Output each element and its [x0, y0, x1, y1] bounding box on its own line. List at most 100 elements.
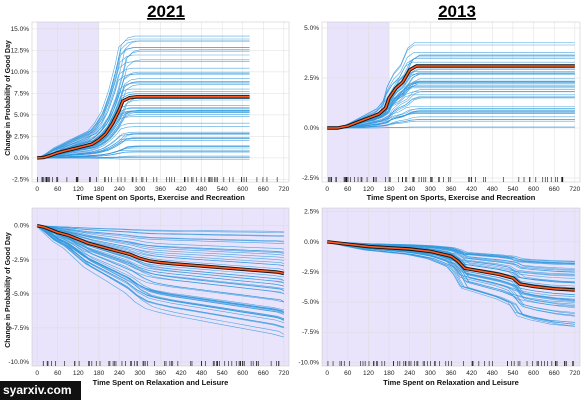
- rug-marks: [327, 361, 574, 366]
- x-tick-label: 300: [425, 370, 436, 377]
- x-tick-label: 300: [135, 370, 146, 377]
- ice-curve: [37, 225, 285, 292]
- y-tick-label: 0.0%: [304, 239, 319, 246]
- ice-curve: [37, 225, 285, 267]
- x-tick-label: 660: [549, 186, 560, 193]
- ice-curve: [37, 225, 285, 303]
- ice-curve: [37, 225, 284, 291]
- y-tick-label: 0.0%: [14, 155, 29, 162]
- x-tick-label: 720: [569, 186, 580, 193]
- x-tick-label: 420: [176, 186, 187, 193]
- x-tick-label: 180: [93, 370, 104, 377]
- x-tick-label: 60: [344, 186, 352, 193]
- y-tick-label: 10.0%: [11, 69, 30, 76]
- x-tick-label: 480: [196, 370, 207, 377]
- y-tick-label: -5.0%: [302, 299, 319, 306]
- rug-marks: [37, 177, 278, 182]
- ice-curve: [37, 38, 250, 159]
- rug-marks: [42, 361, 280, 366]
- x-tick-label: 420: [466, 370, 477, 377]
- x-tick-label: 600: [237, 370, 248, 377]
- x-tick-label: 60: [54, 186, 62, 193]
- y-tick-label: -10.0%: [8, 359, 29, 366]
- ice-curve: [37, 225, 285, 335]
- ice-curve: [37, 225, 284, 243]
- ice-curve: [37, 40, 250, 159]
- x-axis-label: Time Spent on Relaxation and Leisure: [93, 378, 229, 387]
- x-tick-label: 120: [73, 186, 84, 193]
- chart-panel-2013-sports: 0 60 120 180 240 300 360 420 480 540 600 660 720 5.0%…: [302, 21, 581, 202]
- pdp-line: [37, 96, 250, 159]
- pdp-line: [327, 241, 575, 291]
- x-tick-label: 540: [507, 186, 518, 193]
- ice-curve: [37, 131, 250, 159]
- x-tick-label: 0: [35, 186, 39, 193]
- chart-panel-2021-leisure: 0 60 120 180 240 300 360 420 480 540 600 660 720 0.0%…: [8, 207, 290, 387]
- x-tick-label: 660: [549, 370, 560, 377]
- ice-curve: [327, 241, 575, 265]
- y-tick-label: 15.0%: [11, 26, 30, 33]
- x-tick-label: 120: [363, 186, 374, 193]
- ice-curve: [327, 241, 575, 327]
- ice-curve: [327, 112, 575, 129]
- y-tick-label: 5.0%: [304, 25, 319, 32]
- x-tick-label: 0: [325, 186, 329, 193]
- ice-curve: [36, 225, 284, 328]
- y-tick-label: 5.0%: [14, 112, 29, 119]
- plot-frame: [321, 207, 581, 367]
- y-tick-label: -5.0%: [12, 291, 29, 298]
- ice-curve: [327, 97, 575, 129]
- x-tick-label: 600: [237, 186, 248, 193]
- ice-curve: [327, 89, 575, 129]
- x-tick-label: 300: [425, 186, 436, 193]
- x-tick-label: 180: [93, 186, 104, 193]
- shaded-region: [327, 22, 390, 182]
- y-tick-label: -2.5%: [302, 269, 319, 276]
- ice-curve: [37, 225, 284, 254]
- ice-curve: [37, 225, 284, 232]
- plot-frame: [321, 21, 581, 183]
- y-tick-label: -7.5%: [302, 329, 319, 336]
- x-tick-label: 480: [196, 186, 207, 193]
- ice-curve: [37, 146, 250, 159]
- y-tick-label: 2.5%: [14, 133, 29, 140]
- x-tick-label: 360: [446, 186, 457, 193]
- x-tick-label: 0: [35, 370, 39, 377]
- x-tick-label: 480: [487, 370, 498, 377]
- y-tick-label: -10.0%: [298, 359, 319, 366]
- ice-curve: [37, 225, 285, 264]
- x-tick-label: 660: [258, 186, 269, 193]
- ice-curve: [327, 241, 575, 273]
- ice-curve: [327, 119, 575, 129]
- y-tick-label: -2.5%: [12, 257, 29, 264]
- y-tick-label: 2.5%: [304, 209, 319, 216]
- x-tick-label: 480: [487, 186, 498, 193]
- ice-curve: [36, 225, 284, 323]
- ice-curve: [37, 225, 284, 253]
- x-tick-label: 600: [528, 370, 539, 377]
- ice-curves: [37, 35, 250, 160]
- x-tick-label: 360: [155, 370, 166, 377]
- x-tick-label: 720: [278, 370, 289, 377]
- ice-curve: [37, 151, 250, 159]
- ice-curve: [37, 73, 250, 159]
- x-tick-label: 360: [446, 370, 457, 377]
- y-tick-label: 0.0%: [14, 223, 29, 230]
- y-tick-label: -7.5%: [12, 325, 29, 332]
- x-tick-label: 720: [278, 186, 289, 193]
- x-tick-label: 180: [384, 370, 395, 377]
- ice-curve: [37, 225, 284, 237]
- chart-panel-2013-leisure: 0 60 120 180 240 300 360 420 480 540 600 660 720 2.5%…: [298, 207, 581, 387]
- x-axis-label: Time Spent on Sports, Exercise and Recre…: [76, 193, 245, 202]
- y-axis-label-bottom: Change in Probability of Good Day: [5, 232, 12, 348]
- x-tick-label: 540: [217, 186, 228, 193]
- y-tick-label: 2.5%: [304, 75, 319, 82]
- x-tick-label: 180: [384, 186, 395, 193]
- x-tick-label: 120: [73, 370, 84, 377]
- x-axis-label: Time Spent on Sports, Exercise and Recre…: [367, 193, 536, 202]
- x-tick-label: 420: [176, 370, 187, 377]
- ice-curve: [37, 225, 284, 244]
- x-tick-label: 540: [217, 370, 228, 377]
- watermark: syarxiv.com: [0, 381, 81, 400]
